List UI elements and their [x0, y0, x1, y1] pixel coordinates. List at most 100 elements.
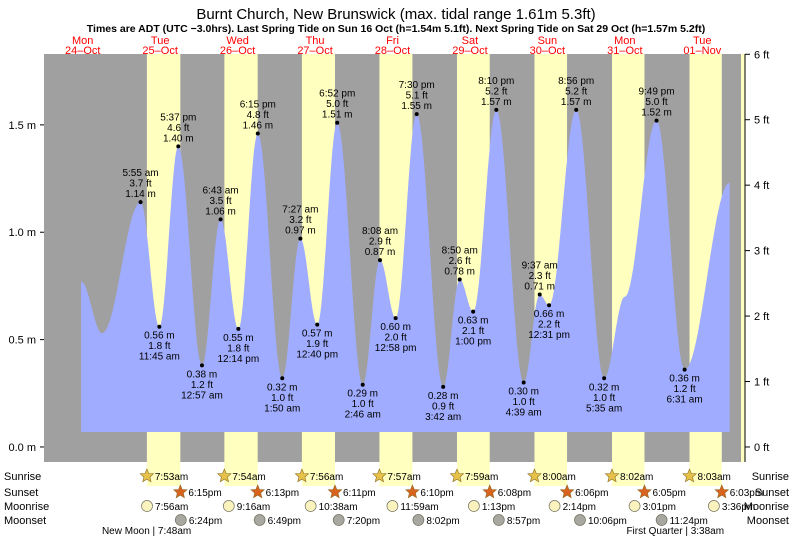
moonset-time-label: 6:49pm [268, 516, 301, 527]
tide-label-time: 9:37 am [522, 261, 558, 272]
moonset-icon [174, 514, 187, 526]
moonrise-icon [386, 500, 399, 512]
tide-label-m: 0.97 m [285, 226, 316, 237]
astro-row-label-left: Moonrise [4, 501, 49, 513]
day-date: 31–Oct [607, 45, 642, 57]
day-headers: Mon24–OctTue25–OctWed26–OctThu27–OctFri2… [65, 35, 722, 57]
moonrise-time-label: 7:56am [155, 502, 188, 513]
tide-label-time: 3:42 am [425, 412, 461, 423]
tide-extreme-point [315, 322, 320, 327]
sunrise-icon [449, 468, 465, 483]
tide-extreme-point [298, 236, 303, 241]
tide-label-ft: 2.3 ft [529, 271, 551, 282]
moonset-time-label: 6:24pm [189, 516, 222, 527]
moonset-time-label: 8:57pm [507, 516, 540, 527]
day-name: Mon [72, 35, 93, 47]
tide-extreme-point [360, 382, 365, 387]
sunrise-time-label: 8:03am [698, 472, 731, 483]
astro-row-label-right: Moonrise [744, 501, 789, 513]
tide-label-m: 1.57 m [561, 97, 592, 108]
tide-label-m: 1.55 m [401, 101, 432, 112]
sunrise-time-label: 7:57am [387, 472, 420, 483]
tide-label-m: 0.56 m [144, 331, 175, 342]
left-axis-tick-label: 1.0 m [8, 227, 36, 239]
astro-row-label-right: Sunrise [752, 471, 789, 483]
sunrise-time-label: 7:54am [232, 472, 265, 483]
tide-extreme-point [335, 120, 340, 125]
tide-extreme-point [378, 258, 383, 263]
sunrise-icon [372, 468, 387, 483]
tide-extreme-point [602, 376, 607, 381]
day-date: 28–Oct [375, 45, 410, 57]
sunrise-icon [139, 468, 155, 483]
tide-extreme-point [471, 309, 476, 314]
tide-label-ft: 1.0 ft [271, 393, 293, 404]
astro-row-label-left: Sunset [4, 487, 38, 499]
moonrise-time-label: 10:38am [319, 502, 358, 513]
tide-extreme-point [280, 376, 285, 381]
tide-label-time: 12:40 pm [296, 350, 338, 361]
tide-label-ft: 3.7 ft [129, 179, 151, 190]
tide-label-time: 5:55 am [122, 168, 158, 179]
tide-label-ft: 5.0 ft [326, 99, 348, 110]
tide-label-time: 12:31 pm [528, 330, 570, 341]
tide-label-time: 5:37 pm [160, 112, 196, 123]
sunrise-time-label: 7:59am [465, 472, 498, 483]
sunrise-icon [682, 468, 697, 483]
tide-label-time: 6:43 am [203, 185, 239, 196]
tide-label-time: 2:46 am [345, 410, 381, 421]
tide-label-m: 1.51 m [322, 110, 353, 121]
sunset-icon [637, 484, 652, 499]
tide-label-time: 8:56 pm [558, 76, 594, 87]
day-name: Thu [306, 35, 325, 47]
moon-phase-label: New Moon | 7:48am [102, 526, 191, 537]
sunrise-icon [294, 468, 310, 483]
sunrise-icon [604, 468, 620, 483]
tide-label-ft: 2.6 ft [449, 256, 471, 267]
tide-label-m: 1.40 m [163, 133, 194, 144]
tide-label-ft: 0.9 ft [432, 401, 454, 412]
sunset-time-label: 6:08pm [498, 488, 531, 499]
right-axis-tick-label: 4 ft [754, 180, 769, 192]
moonrise-time-label: 2:14pm [563, 502, 596, 513]
tide-label-ft: 1.2 ft [673, 384, 695, 395]
tide-label-m: 1.14 m [125, 189, 156, 200]
tide-extreme-point [236, 326, 241, 331]
tide-label-m: 0.30 m [508, 387, 539, 398]
sunrise-time-label: 7:56am [310, 472, 343, 483]
sunset-time-label: 6:10pm [420, 488, 453, 499]
right-axis-tick-label: 5 ft [754, 115, 769, 127]
moon-phase-label: First Quarter | 3:38am [626, 526, 724, 537]
tide-label-m: 0.71 m [524, 282, 555, 293]
day-name: Wed [226, 35, 248, 47]
tide-extreme-point [199, 363, 204, 368]
left-axis-tick-label: 0.5 m [8, 335, 36, 347]
tide-label-time: 1:00 pm [455, 337, 491, 348]
tide-label-time: 12:58 pm [375, 343, 417, 354]
moonrise-icon [708, 500, 720, 512]
astro-row-label-left: Sunrise [4, 471, 41, 483]
tide-label-time: 1:50 am [264, 403, 300, 414]
moonset-time-label: 10:06pm [588, 516, 627, 527]
sunset-icon [250, 484, 266, 499]
sunrise-time-label: 7:53am [155, 472, 188, 483]
tide-extreme-point [457, 277, 462, 282]
tide-label-ft: 2.0 ft [385, 333, 407, 344]
tide-label-m: 0.87 m [365, 247, 396, 258]
astro-row-label-right: Sunset [755, 487, 789, 499]
day-name: Fri [386, 35, 399, 47]
moonrise-icon [222, 500, 235, 512]
tide-label-ft: 1.2 ft [191, 380, 213, 391]
right-axis-tick-label: 2 ft [754, 311, 769, 323]
tide-label-ft: 5.2 ft [565, 86, 587, 97]
tide-label-m: 0.29 m [347, 389, 378, 400]
tide-label-m: 0.32 m [267, 382, 298, 393]
tide-extreme-point [393, 316, 398, 321]
moonset-time-label: 7:20pm [347, 516, 380, 527]
left-axis-tick-label: 1.5 m [8, 120, 36, 132]
right-axis-tick-label: 0 ft [754, 442, 769, 454]
sunset-time-label: 6:03pm [730, 488, 763, 499]
